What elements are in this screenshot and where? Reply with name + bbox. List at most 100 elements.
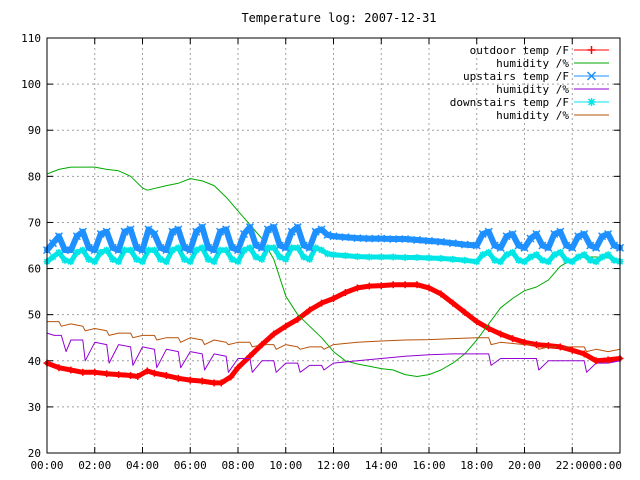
data-point-0: [592, 357, 600, 365]
x-tick-label: 00:00: [30, 459, 63, 472]
plot-frame: [46, 37, 621, 454]
data-point-2: [239, 229, 248, 239]
data-point-0: [258, 341, 266, 349]
data-point-4: [264, 244, 272, 252]
data-point-0: [115, 371, 123, 379]
data-point-0: [449, 299, 457, 307]
data-point-2: [216, 227, 225, 236]
data-point-2: [84, 243, 93, 252]
data-point-4: [306, 255, 314, 263]
data-point-0: [174, 374, 182, 382]
data-point-4: [401, 253, 409, 261]
data-point-0: [509, 335, 517, 343]
data-point-4: [473, 258, 481, 266]
legend-marker: [587, 46, 596, 54]
data-point-2: [311, 227, 320, 236]
data-point-4: [550, 251, 558, 259]
y-tick-label: 60: [28, 263, 41, 276]
data-point-2: [233, 246, 243, 255]
data-point-4: [180, 255, 188, 263]
data-point-4: [109, 255, 117, 263]
data-point-4: [437, 254, 445, 262]
data-point-4: [562, 256, 570, 264]
data-point-4: [288, 244, 296, 252]
data-point-4: [240, 246, 248, 254]
data-point-2: [138, 246, 147, 255]
data-point-4: [186, 258, 194, 266]
data-point-0: [521, 338, 528, 346]
data-point-4: [353, 253, 361, 261]
y-tick-label: 90: [28, 124, 41, 137]
data-point-2: [401, 235, 410, 244]
data-point-0: [234, 364, 242, 372]
data-point-4: [413, 253, 421, 261]
data-point-4: [91, 258, 99, 266]
data-point-0: [413, 281, 421, 289]
data-point-2: [222, 225, 231, 234]
data-point-0: [556, 343, 564, 351]
x-tick-label: 06:00: [174, 459, 207, 472]
data-point-4: [73, 248, 81, 256]
data-point-0: [294, 315, 302, 323]
data-point-2: [478, 229, 487, 239]
data-point-2: [484, 227, 493, 236]
data-point-2: [305, 243, 314, 252]
data-point-4: [49, 253, 57, 261]
data-point-2: [54, 232, 63, 241]
data-point-0: [91, 368, 99, 376]
data-point-0: [282, 322, 290, 330]
data-point-2: [168, 227, 177, 236]
legend-marker: [586, 71, 597, 81]
data-point-2: [275, 241, 284, 250]
data-point-4: [449, 255, 457, 263]
data-point-4: [598, 253, 606, 261]
data-point-4: [156, 255, 164, 263]
data-point-4: [521, 258, 528, 266]
legend-label: downstairs temp /F: [450, 96, 569, 109]
x-tick-label: 02:00: [78, 459, 111, 472]
data-point-2: [114, 246, 123, 255]
data-point-2: [48, 239, 57, 248]
data-point-2: [323, 230, 332, 239]
data-point-4: [377, 253, 385, 261]
data-point-4: [168, 246, 176, 254]
data-point-2: [108, 243, 117, 252]
y-tick-label: 80: [28, 170, 41, 183]
data-point-2: [436, 237, 445, 246]
data-point-2: [287, 227, 296, 236]
data-point-2: [60, 246, 69, 255]
data-point-2: [377, 234, 386, 243]
data-point-0: [67, 366, 75, 374]
data-point-2: [269, 223, 278, 232]
data-point-4: [515, 256, 523, 264]
data-point-4: [568, 258, 576, 266]
data-point-4: [97, 248, 105, 256]
data-point-4: [592, 258, 600, 266]
data-point-2: [574, 232, 583, 241]
y-tick-label: 110: [21, 32, 41, 45]
data-point-4: [85, 255, 93, 263]
data-point-4: [580, 251, 588, 259]
data-point-0: [134, 372, 142, 380]
data-point-0: [55, 364, 63, 372]
data-point-2: [156, 243, 165, 252]
data-point-2: [424, 236, 434, 245]
legend-marker: [587, 98, 596, 106]
data-point-0: [162, 372, 170, 380]
data-point-0: [365, 282, 373, 290]
data-point-4: [115, 258, 123, 266]
data-point-2: [186, 246, 195, 255]
data-point-0: [485, 325, 493, 332]
data-point-4: [198, 244, 206, 252]
x-tick-label: 04:00: [126, 459, 159, 472]
data-point-0: [103, 370, 111, 378]
data-point-2: [520, 243, 529, 252]
data-point-4: [133, 255, 141, 263]
data-point-4: [503, 251, 511, 259]
data-point-4: [497, 258, 505, 266]
data-point-2: [556, 227, 565, 236]
data-point-0: [246, 352, 254, 360]
data-point-4: [234, 258, 242, 266]
data-point-4: [312, 244, 320, 252]
